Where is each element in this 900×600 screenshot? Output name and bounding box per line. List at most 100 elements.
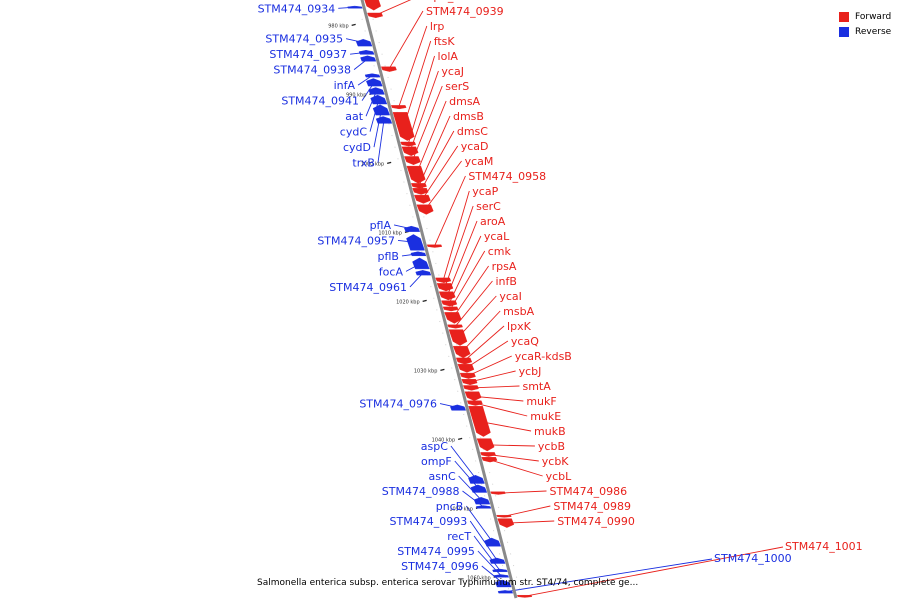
gene-tnpa-2-forward[interactable] (367, 12, 383, 19)
gene-ycbk-forward[interactable] (480, 452, 496, 457)
gene-label-ycbk[interactable]: ycbK (542, 455, 570, 468)
gene-label-foca[interactable]: focA (379, 265, 404, 278)
gene-dmsc-forward[interactable] (412, 188, 429, 195)
gene-label-ycaj[interactable]: ycaJ (441, 65, 464, 78)
gene-label-infb[interactable]: infB (495, 275, 516, 288)
gene-aroa-forward[interactable] (438, 291, 456, 301)
gene-label-stm474-0958[interactable]: STM474_0958 (468, 170, 546, 183)
gene-label-trxb[interactable]: trxB (352, 157, 375, 170)
gene-label-dmsa[interactable]: dmsA (449, 95, 480, 108)
gene-ycad-forward[interactable] (414, 194, 431, 204)
gene-label-stm474-0961[interactable]: STM474_0961 (329, 281, 407, 294)
gene-label-ycap[interactable]: ycaP (472, 185, 498, 198)
gene-lpxk-forward[interactable] (455, 357, 473, 365)
gene-label-stm474-0934[interactable]: STM474_0934 (258, 2, 336, 15)
gene-label-stm474-0988[interactable]: STM474_0988 (382, 485, 460, 498)
gene-cydc-reverse[interactable] (370, 94, 388, 105)
gene-label-lpxk[interactable]: lpxK (507, 320, 532, 333)
gene-label-mukf[interactable]: mukF (526, 395, 556, 408)
gene-infb-forward[interactable] (447, 324, 463, 329)
gene-mukb-forward[interactable] (468, 406, 491, 437)
gene-stm474-0935-reverse[interactable] (355, 38, 373, 47)
gene-pncb-reverse[interactable] (484, 537, 501, 547)
gene-stm474-0937-reverse[interactable] (358, 50, 375, 55)
gene-sers-forward[interactable] (404, 156, 421, 165)
gene-label-stm474-0957[interactable]: STM474_0957 (317, 234, 395, 247)
gene-lola-forward[interactable] (400, 141, 416, 147)
gene-label-ompf[interactable]: ompF (421, 455, 452, 468)
gene-label-stm474-0935[interactable]: STM474_0935 (265, 33, 343, 46)
gene-stm474-0938-reverse[interactable] (360, 55, 377, 62)
gene-muke-forward[interactable] (466, 400, 483, 406)
gene-ycai-forward[interactable] (448, 329, 468, 346)
gene-label-ycbb[interactable]: ycbB (538, 440, 565, 453)
gene-ompf-reverse[interactable] (470, 484, 488, 493)
gene-infa-reverse[interactable] (364, 73, 381, 78)
gene-ycbl-forward[interactable] (481, 457, 498, 463)
gene-stm474-1000-reverse[interactable] (497, 590, 514, 594)
gene-label-ycal[interactable]: ycaL (484, 230, 510, 243)
gene-ycbb-forward[interactable] (476, 438, 495, 452)
gene-aat-reverse[interactable] (368, 87, 385, 95)
gene-label-ycam[interactable]: ycaM (465, 155, 494, 168)
gene-aspc-reverse[interactable] (468, 474, 485, 484)
gene-stm474-0939-forward[interactable] (381, 66, 397, 72)
gene-rect-reverse[interactable] (492, 568, 508, 572)
gene-pflb-reverse[interactable] (410, 251, 427, 257)
gene-label-cmk[interactable]: cmk (488, 245, 512, 258)
gene-stm474-0993-reverse[interactable] (489, 557, 506, 564)
gene-label-dmsc[interactable]: dmsC (457, 125, 488, 138)
gene-label-lola[interactable]: lolA (438, 50, 459, 63)
gene-cmk-forward[interactable] (442, 306, 459, 312)
gene-stm474-0957-reverse[interactable] (406, 234, 425, 251)
gene-label-dmsb[interactable]: dmsB (453, 110, 484, 123)
gene-stm474-0961-reverse[interactable] (415, 270, 432, 276)
gene-ycbj-forward[interactable] (461, 379, 478, 386)
gene-label-stm474-1000[interactable]: STM474_1000 (714, 552, 792, 565)
gene-foca-reverse[interactable] (412, 257, 430, 270)
gene-stm474-0986-forward[interactable] (490, 491, 506, 495)
gene-ycaj-forward[interactable] (401, 146, 419, 157)
gene-ftsk-forward[interactable] (392, 112, 415, 141)
gene-label-pncb[interactable]: pncB (436, 500, 464, 513)
gene-label-aat[interactable]: aat (345, 110, 363, 123)
gene-label-ycbl[interactable]: ycbL (546, 470, 573, 483)
gene-dmsb-forward[interactable] (411, 183, 427, 189)
gene-ycar-kdsb-forward[interactable] (459, 372, 476, 379)
gene-label-pflb[interactable]: pflB (378, 250, 399, 263)
gene-stm474-0976-reverse[interactable] (450, 404, 467, 411)
gene-ycal-forward[interactable] (441, 300, 458, 307)
gene-label-stm474-0993[interactable]: STM474_0993 (390, 515, 468, 528)
gene-label-muke[interactable]: mukE (530, 410, 561, 423)
gene-pfla-reverse[interactable] (404, 225, 421, 232)
gene-label-msba[interactable]: msbA (503, 305, 534, 318)
gene-label-stm474-0996[interactable]: STM474_0996 (401, 560, 479, 573)
gene-label-cydc[interactable]: cydC (340, 126, 368, 139)
gene-label-stm474-0939[interactable]: STM474_0939 (426, 5, 504, 18)
gene-label-rpsa[interactable]: rpsA (492, 260, 517, 273)
gene-serc-forward[interactable] (436, 283, 454, 292)
gene-label-lrp[interactable]: lrp (430, 20, 445, 33)
gene-label-stm474-0990[interactable]: STM474_0990 (557, 515, 635, 528)
gene-ycam-forward[interactable] (416, 204, 434, 215)
gene-label-stm474-0986[interactable]: STM474_0986 (549, 485, 627, 498)
gene-label-infa[interactable]: infA (334, 79, 356, 92)
gene-mukf-forward[interactable] (464, 391, 482, 401)
gene-label-stm474-0941[interactable]: STM474_0941 (281, 95, 359, 108)
gene-label-smta[interactable]: smtA (522, 380, 551, 393)
gene-label-sers[interactable]: serS (445, 80, 469, 93)
gene-trxb-reverse[interactable] (375, 116, 393, 124)
gene-label-ycad[interactable]: ycaD (461, 140, 489, 153)
gene-label-serc[interactable]: serC (476, 200, 501, 213)
gene-stm474-0990-forward[interactable] (497, 518, 515, 528)
gene-label-rect[interactable]: recT (447, 530, 471, 543)
gene-label-stm474-0938[interactable]: STM474_0938 (273, 64, 351, 77)
gene-label-stm474-0937[interactable]: STM474_0937 (269, 48, 347, 61)
gene-stm474-0989-forward[interactable] (496, 515, 512, 518)
gene-dmsa-forward[interactable] (406, 165, 426, 184)
gene-asnc-reverse[interactable] (473, 497, 491, 505)
gene-label-aroa[interactable]: aroA (480, 215, 506, 228)
gene-lrp-forward[interactable] (390, 105, 407, 110)
gene-label-stm474-0989[interactable]: STM474_0989 (553, 500, 631, 513)
gene-stm474-0941-reverse[interactable] (366, 78, 383, 87)
